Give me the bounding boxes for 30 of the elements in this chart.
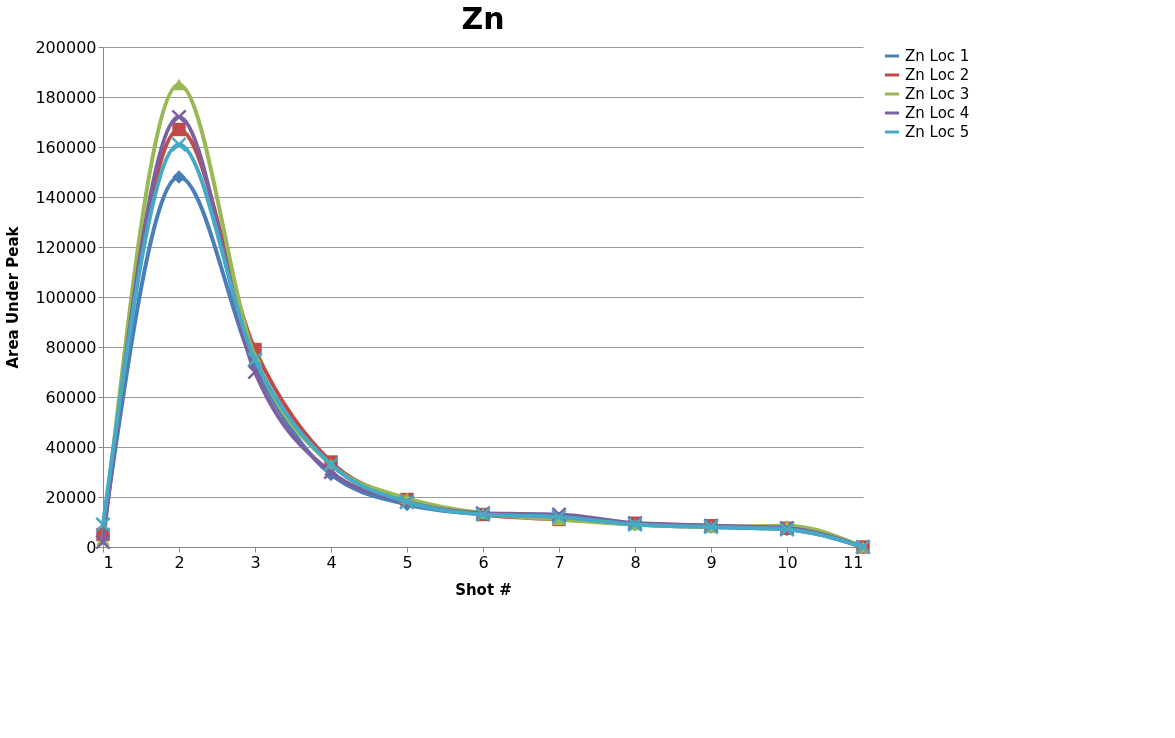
- x-tick-label: 8: [630, 552, 641, 572]
- y-tick-label: 120000: [35, 237, 97, 257]
- x-tick-label: 2: [174, 552, 185, 572]
- legend-label: Zn Loc 2: [905, 66, 970, 84]
- x-tick-label: 9: [706, 552, 717, 572]
- y-tick-label: 40000: [45, 437, 97, 457]
- y-tick-label: 140000: [35, 187, 97, 207]
- chart-title: Zn: [461, 1, 505, 36]
- legend-label: Zn Loc 4: [905, 104, 970, 122]
- x-tick-label: 5: [402, 552, 413, 572]
- y-tick-label: 100000: [35, 287, 97, 307]
- x-tick-label: 3: [250, 552, 261, 572]
- y-tick-label: 200000: [35, 37, 97, 57]
- y-tick-label: 160000: [35, 137, 97, 157]
- legend-label: Zn Loc 3: [905, 85, 970, 103]
- x-tick-label: 10: [777, 552, 798, 572]
- x-tick-label: 4: [326, 552, 337, 572]
- y-tick-label: 60000: [45, 387, 97, 407]
- x-tick-label: 11: [843, 552, 864, 572]
- y-tick-label: 80000: [45, 337, 97, 357]
- y-tick-label: 180000: [35, 87, 97, 107]
- y-tick-label: 0: [86, 537, 97, 557]
- y-tick-label: 20000: [45, 487, 97, 507]
- x-tick-label: 1: [103, 552, 114, 572]
- legend-label: Zn Loc 1: [905, 47, 970, 65]
- x-axis-title: Shot #: [455, 580, 512, 599]
- legend-label: Zn Loc 5: [905, 123, 970, 141]
- x-tick-label: 6: [478, 552, 489, 572]
- y-axis-title: Area Under Peak: [4, 225, 23, 369]
- x-tick-label: 7: [554, 552, 565, 572]
